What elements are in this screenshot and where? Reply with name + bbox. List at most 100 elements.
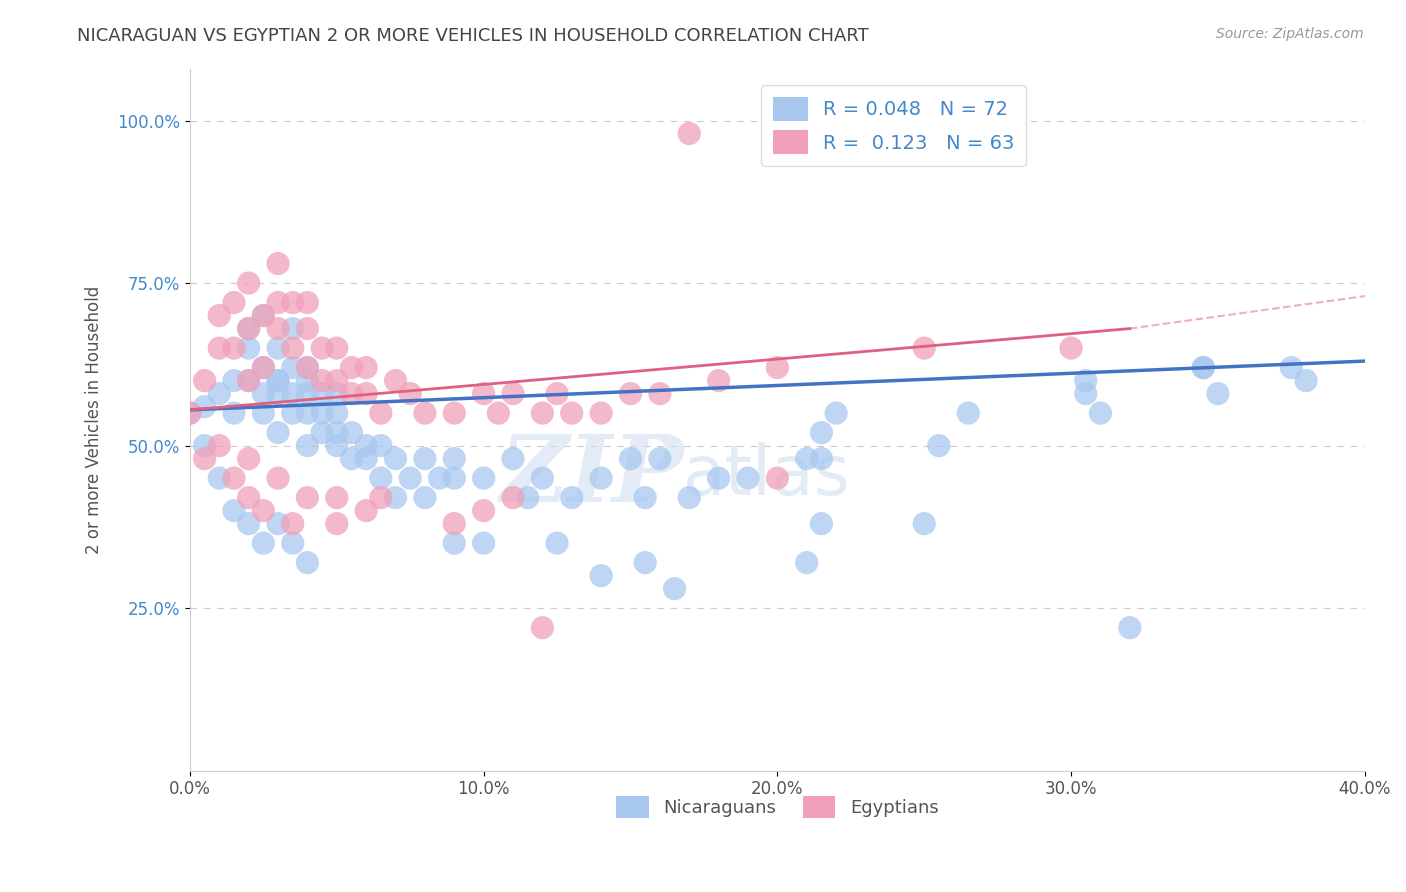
Point bbox=[591, 406, 613, 420]
Point bbox=[472, 386, 495, 401]
Point bbox=[297, 360, 319, 375]
Point bbox=[267, 374, 290, 388]
Point bbox=[252, 360, 274, 375]
Point bbox=[340, 451, 363, 466]
Point bbox=[297, 360, 319, 375]
Point bbox=[252, 406, 274, 420]
Point bbox=[326, 425, 349, 440]
Point bbox=[766, 471, 789, 485]
Point bbox=[1119, 621, 1142, 635]
Point bbox=[354, 503, 377, 517]
Point bbox=[311, 425, 333, 440]
Y-axis label: 2 or more Vehicles in Household: 2 or more Vehicles in Household bbox=[86, 285, 103, 554]
Point bbox=[531, 406, 554, 420]
Point bbox=[443, 536, 465, 550]
Point bbox=[354, 439, 377, 453]
Point bbox=[399, 386, 422, 401]
Point bbox=[591, 568, 613, 582]
Point bbox=[222, 471, 245, 485]
Point bbox=[472, 471, 495, 485]
Point bbox=[267, 341, 290, 355]
Point bbox=[399, 471, 422, 485]
Point bbox=[194, 374, 217, 388]
Point bbox=[648, 451, 671, 466]
Point bbox=[194, 439, 217, 453]
Point bbox=[502, 451, 524, 466]
Point bbox=[1206, 386, 1229, 401]
Point bbox=[810, 425, 832, 440]
Point bbox=[281, 341, 304, 355]
Point bbox=[384, 451, 406, 466]
Point bbox=[238, 321, 260, 335]
Point bbox=[561, 406, 583, 420]
Point bbox=[912, 516, 935, 531]
Point bbox=[619, 451, 641, 466]
Point bbox=[194, 451, 217, 466]
Point bbox=[413, 406, 436, 420]
Point bbox=[238, 451, 260, 466]
Point bbox=[766, 360, 789, 375]
Point bbox=[634, 556, 657, 570]
Point bbox=[340, 360, 363, 375]
Point bbox=[297, 321, 319, 335]
Point bbox=[208, 386, 231, 401]
Point bbox=[502, 386, 524, 401]
Text: atlas: atlas bbox=[683, 442, 851, 509]
Point bbox=[267, 425, 290, 440]
Point bbox=[267, 471, 290, 485]
Point bbox=[281, 406, 304, 420]
Point bbox=[238, 516, 260, 531]
Point bbox=[1060, 341, 1083, 355]
Point bbox=[179, 406, 201, 420]
Point bbox=[516, 491, 538, 505]
Point bbox=[222, 406, 245, 420]
Point bbox=[370, 491, 392, 505]
Point bbox=[443, 406, 465, 420]
Point bbox=[810, 451, 832, 466]
Point bbox=[311, 386, 333, 401]
Point bbox=[443, 451, 465, 466]
Point bbox=[413, 491, 436, 505]
Point bbox=[443, 516, 465, 531]
Text: ZIP: ZIP bbox=[499, 431, 683, 521]
Point bbox=[825, 406, 848, 420]
Point bbox=[297, 406, 319, 420]
Point bbox=[1192, 360, 1215, 375]
Point bbox=[340, 386, 363, 401]
Point bbox=[252, 536, 274, 550]
Point bbox=[281, 386, 304, 401]
Point bbox=[370, 471, 392, 485]
Point bbox=[561, 491, 583, 505]
Point bbox=[267, 374, 290, 388]
Point bbox=[472, 536, 495, 550]
Point bbox=[370, 439, 392, 453]
Point bbox=[252, 309, 274, 323]
Point bbox=[1279, 360, 1302, 375]
Point bbox=[252, 503, 274, 517]
Point bbox=[370, 406, 392, 420]
Point bbox=[707, 471, 730, 485]
Point bbox=[326, 374, 349, 388]
Point bbox=[429, 471, 451, 485]
Point bbox=[311, 374, 333, 388]
Point bbox=[354, 386, 377, 401]
Point bbox=[1192, 360, 1215, 375]
Point bbox=[222, 295, 245, 310]
Point bbox=[252, 386, 274, 401]
Point bbox=[546, 536, 568, 550]
Point bbox=[413, 451, 436, 466]
Point bbox=[1074, 386, 1097, 401]
Point bbox=[384, 491, 406, 505]
Point bbox=[297, 386, 319, 401]
Point bbox=[796, 556, 818, 570]
Point bbox=[208, 439, 231, 453]
Point bbox=[281, 536, 304, 550]
Point bbox=[297, 439, 319, 453]
Point bbox=[326, 406, 349, 420]
Point bbox=[707, 374, 730, 388]
Point bbox=[326, 439, 349, 453]
Point bbox=[281, 360, 304, 375]
Text: Source: ZipAtlas.com: Source: ZipAtlas.com bbox=[1216, 27, 1364, 41]
Point bbox=[222, 374, 245, 388]
Point bbox=[194, 400, 217, 414]
